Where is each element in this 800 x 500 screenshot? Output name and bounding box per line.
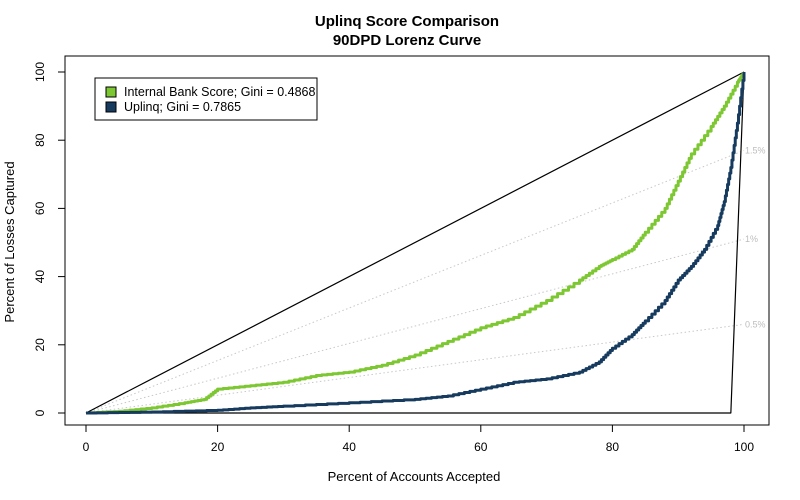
- legend-swatch-uplinq: [105, 101, 117, 113]
- reference-line: [85, 323, 745, 414]
- y-axis: 0 20 40 60 80 100: [33, 62, 66, 416]
- x-tick-label: 80: [606, 440, 620, 454]
- reference-line: [85, 238, 745, 414]
- reference-line-label: 1.5%: [745, 145, 766, 155]
- x-tick-label: 100: [734, 440, 754, 454]
- perfect-model-line: [86, 71, 745, 414]
- series-lines: [85, 71, 746, 415]
- chart-title: Uplinq Score Comparison: [315, 13, 499, 30]
- y-axis-label: Percent of Losses Captured: [2, 161, 17, 322]
- y-tick-label: 40: [33, 270, 47, 284]
- legend-label-uplinq: Uplinq; Gini = 0.7865: [124, 100, 241, 114]
- series-internal-bank-score: [86, 72, 746, 415]
- series-uplinq: [86, 72, 746, 415]
- legend-swatch-internal-bank-score: [105, 86, 117, 98]
- equality-line: [85, 71, 745, 414]
- legend-label-internal-bank-score: Internal Bank Score; Gini = 0.4868: [124, 85, 315, 99]
- y-tick-label: 20: [33, 338, 47, 352]
- reference-line-label: 0.5%: [745, 319, 766, 329]
- reference-line-label: 1%: [745, 234, 758, 244]
- legend-box: [94, 77, 318, 121]
- x-axis-label: Percent of Accounts Accepted: [328, 469, 501, 484]
- x-tick-label: 60: [474, 440, 488, 454]
- x-tick-label: 0: [83, 440, 90, 454]
- y-tick-label: 80: [33, 133, 47, 147]
- y-tick-label: 100: [33, 62, 47, 82]
- x-tick-label: 20: [211, 440, 225, 454]
- y-tick-label: 60: [33, 201, 47, 215]
- chart-subtitle: 90DPD Lorenz Curve: [333, 32, 481, 49]
- x-tick-label: 40: [343, 440, 357, 454]
- reference-line: [85, 149, 745, 414]
- y-tick-label: 0: [33, 409, 47, 416]
- x-axis: 0 20 40 60 80 100: [83, 424, 754, 454]
- reference-lines: 1.5% 1% 0.5%: [85, 145, 766, 414]
- legend: Internal Bank Score; Gini = 0.4868 Uplin…: [94, 77, 318, 121]
